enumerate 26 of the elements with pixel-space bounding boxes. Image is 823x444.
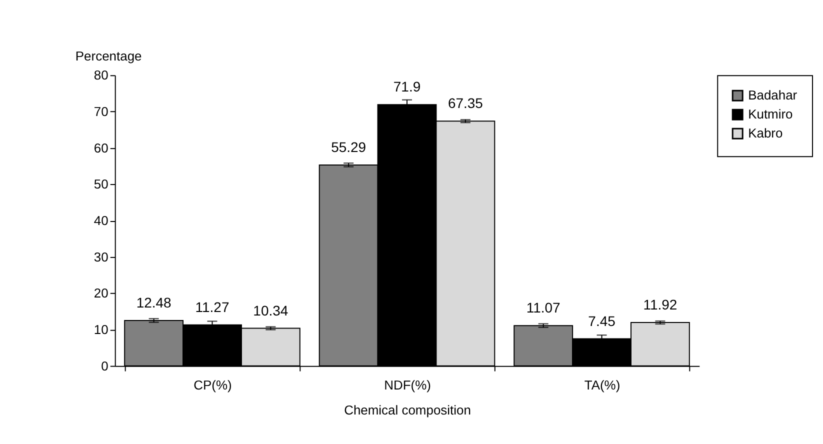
x-tick-label: NDF(%)	[384, 377, 431, 392]
legend-label: Kutmiro	[748, 106, 793, 122]
data-label: 71.9	[393, 78, 421, 95]
data-label: 11.92	[643, 296, 678, 313]
x-tick-label: CP(%)	[194, 377, 232, 392]
y-tick-label: 60	[94, 140, 108, 156]
y-tick-label: 30	[94, 249, 108, 264]
y-tick-label: 40	[94, 212, 108, 228]
y-tick-label: 10	[94, 322, 108, 337]
data-label: 10.34	[253, 302, 288, 318]
data-label: 11.27	[195, 298, 230, 315]
data-label: 55.29	[331, 138, 366, 155]
y-tick-label: 70	[94, 104, 108, 119]
y-tick-label: 0	[101, 358, 108, 374]
data-label: 12.48	[136, 294, 172, 310]
y-axis-title: Percentage	[75, 48, 142, 64]
data-label: 7.45	[588, 312, 616, 329]
y-tick-label: 80	[94, 68, 108, 83]
legend-label: Kabro	[748, 126, 783, 141]
x-tick-label: TA(%)	[584, 377, 620, 392]
y-tick-label: 20	[94, 286, 108, 301]
data-label: 11.07	[526, 300, 561, 316]
y-tick-label: 50	[94, 176, 108, 192]
x-axis-title: Chemical composition	[344, 402, 471, 418]
data-label: 67.35	[448, 95, 484, 112]
legend-label: Badahar	[748, 88, 798, 103]
